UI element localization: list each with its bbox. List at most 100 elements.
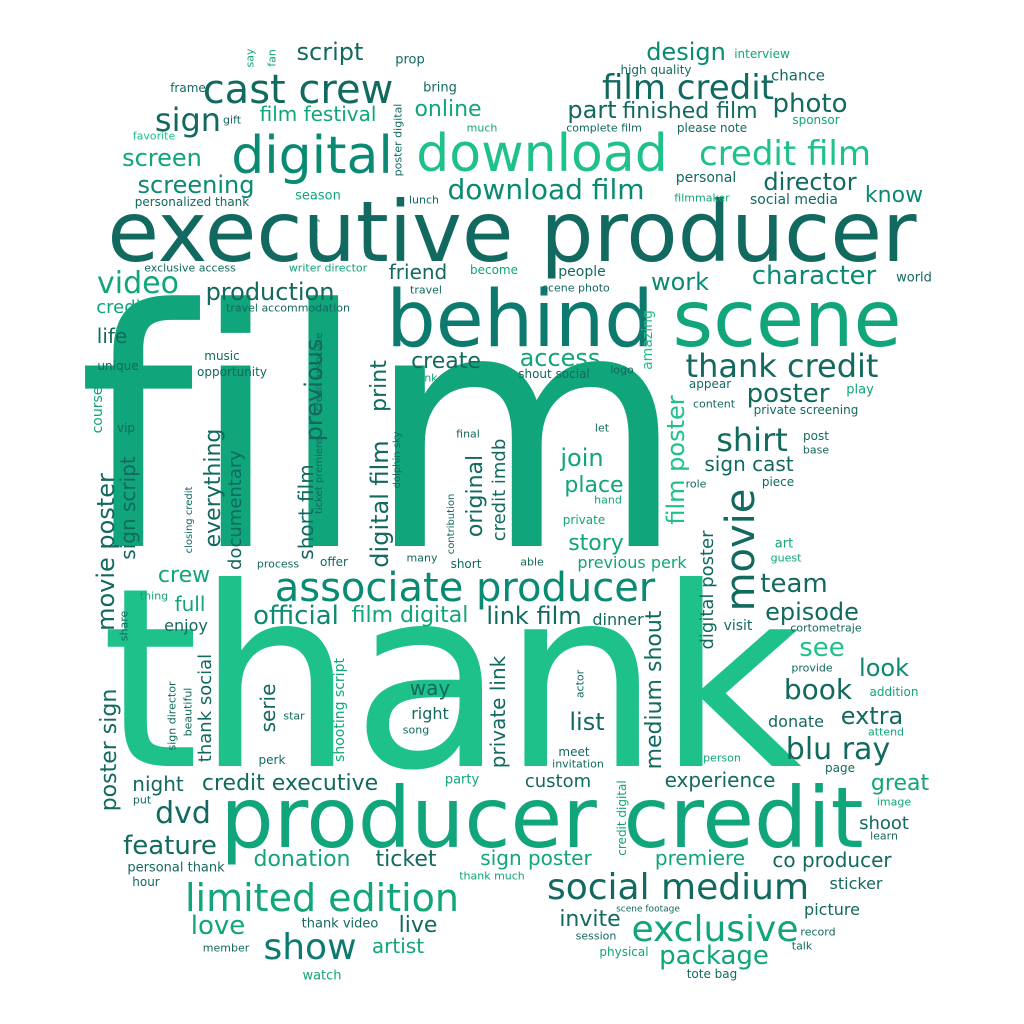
word: private link	[486, 655, 510, 769]
word: personalized thank	[134, 195, 250, 209]
word: sponsor	[792, 113, 840, 127]
word: movie poster	[92, 473, 120, 631]
word: thank	[101, 534, 802, 825]
word: short film	[294, 464, 318, 560]
word: able	[520, 555, 544, 569]
word: private	[562, 513, 606, 527]
word: story	[568, 531, 624, 556]
word: create	[411, 349, 481, 374]
word: team	[760, 569, 828, 599]
word: online	[414, 97, 482, 122]
word: movie	[718, 488, 764, 612]
word: medium shout	[642, 610, 667, 770]
word: unique	[97, 359, 139, 373]
word: become	[469, 263, 519, 277]
word: dolphin sky	[392, 431, 403, 489]
word: documentary	[225, 450, 246, 570]
word: original	[463, 454, 488, 538]
word: every	[307, 216, 321, 248]
word: premiere	[654, 846, 746, 870]
word: know	[864, 183, 924, 208]
word: see	[799, 633, 845, 663]
word: season	[295, 188, 341, 204]
word: role	[685, 477, 707, 491]
word: invitation	[552, 757, 604, 771]
word: feature	[123, 831, 217, 861]
word: offer	[320, 555, 348, 569]
word: fan	[265, 49, 279, 67]
word: everything	[201, 428, 226, 548]
word: credit digital	[615, 780, 629, 856]
word: complete film	[566, 121, 642, 135]
word: please note	[676, 121, 748, 135]
word: production	[205, 278, 335, 306]
word: work	[650, 268, 710, 296]
word: let	[594, 421, 610, 435]
word: learn	[870, 829, 898, 843]
word: extra	[840, 702, 904, 730]
word: content	[692, 397, 736, 411]
word: party	[444, 772, 480, 788]
word: sign	[154, 101, 222, 139]
word: access	[519, 344, 601, 372]
word: episode	[765, 598, 859, 626]
word: much	[466, 121, 498, 135]
word: contribution	[446, 493, 457, 555]
word: co producer	[772, 848, 892, 872]
word: ticket premiere	[314, 438, 325, 514]
word: donation	[253, 847, 351, 872]
word: visit	[723, 618, 753, 634]
word: part	[567, 96, 617, 124]
word: love	[190, 911, 246, 941]
word: closing credit	[184, 486, 195, 554]
word: invite	[559, 907, 621, 932]
word: dvd	[155, 796, 211, 831]
word: video	[97, 266, 179, 301]
word: film festival	[259, 102, 377, 126]
word: film	[77, 240, 686, 624]
word: thank much	[459, 869, 525, 883]
word: great	[870, 771, 930, 796]
word: dinner	[592, 610, 644, 629]
word: opportunity	[197, 365, 267, 379]
word: blu ray	[785, 732, 891, 767]
word: credit imdb	[489, 438, 510, 542]
word: record	[800, 925, 836, 939]
word: bring	[423, 80, 457, 96]
word: ticket	[375, 847, 437, 872]
word: exclusive access	[144, 261, 236, 275]
word: scene footage	[616, 904, 680, 915]
word: photo	[772, 89, 848, 119]
word: associate producer	[274, 565, 656, 611]
word: world	[896, 270, 932, 286]
word: character	[751, 261, 877, 291]
word: favorite	[132, 129, 176, 143]
word: frame	[170, 81, 206, 95]
word: hand	[594, 493, 622, 507]
word: finished film	[622, 99, 758, 124]
word: script	[296, 38, 364, 66]
word: picture	[804, 900, 860, 919]
word: way	[409, 676, 451, 700]
word: physical	[599, 945, 649, 959]
word: social medium	[546, 867, 810, 908]
word: previous perk	[577, 553, 687, 572]
word: shirt	[716, 421, 788, 459]
word: piece	[761, 475, 795, 489]
word: custom	[524, 771, 592, 792]
word: writer director	[288, 261, 368, 275]
word: thank social	[195, 653, 216, 763]
word: look	[859, 654, 909, 682]
word: post	[803, 429, 829, 443]
word: talk	[791, 939, 813, 953]
word: digital	[231, 126, 393, 186]
word: credit executive	[201, 771, 379, 796]
word: film poster	[662, 395, 690, 525]
word: travel	[410, 283, 442, 297]
word: process	[256, 557, 300, 571]
word: actor	[573, 669, 587, 699]
word: personal	[675, 170, 737, 186]
word: producer credit	[220, 769, 864, 867]
word: screening	[137, 171, 255, 199]
